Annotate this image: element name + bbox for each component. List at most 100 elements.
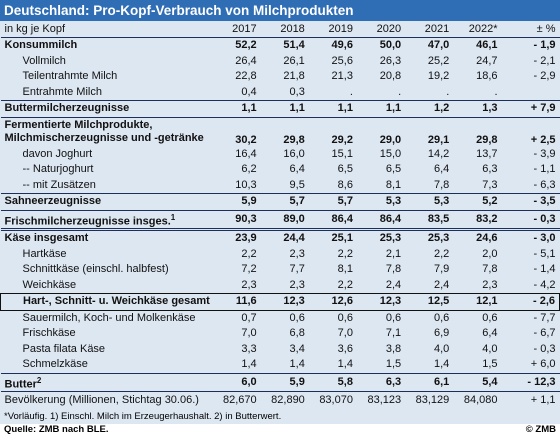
label-line: Milchmischerzeugnisse und -getränke [4,132,204,144]
value-cell: 26,3 [379,54,402,67]
row-label: Schmelzkäse [1,357,213,373]
row: Frischmilcherzeugnisse insges.1 90,3 89,0 8… [0,209,560,230]
value-cell: 2,3 [289,247,305,260]
value-cell: 7,0 [241,327,257,340]
value-cell: 23,9 [212,228,261,247]
footnote-ref: 2 [36,375,42,385]
row-label: Entrahmte Milch [1,85,213,101]
row-label: Vollmilch [1,54,213,70]
value-cell: 6,3 [356,372,406,392]
value-cell: 86,4 [308,209,357,230]
value-cell: 1,1 [212,100,261,117]
value-cell: 7,8 [482,263,498,276]
label-text: Frischkäse [22,327,76,340]
value-cell: 7,7 [289,263,305,276]
value-cell: 1,4 [241,358,257,371]
value-cell: 47,0 [427,39,450,52]
change-cell: - 3,5 [501,193,560,210]
value-cell: 2,4 [433,278,450,291]
change-cell: - 0,3 [501,209,560,230]
row-label: Schnittkäse (einschl. halbfest) [1,262,213,278]
row: Käse insgesamt 23,9 24,4 25,1 25,3 25,3 24,6- … [0,228,560,247]
value-cell: 82,890 [260,391,309,408]
value-cell: 26,1 [283,54,305,67]
label-text: Frischmilcherzeugnisse insges. [4,215,171,228]
value-cell: 1,3 [453,100,502,117]
value-cell: 2,1 [385,247,402,260]
value-cell: 46,1 [476,39,498,52]
value-cell: 16,0 [283,147,305,160]
value-cell: 8,1 [337,263,353,276]
change-cell: - 5,1 [533,247,556,260]
value-cell: 30,2 [212,116,261,147]
header-cell: 2020 [356,21,406,38]
header-row: in kg je Kopf 2017 2018 2019 2020 2021 2022* ± … [0,21,560,38]
label-text: Hartkäse [22,247,67,260]
value-cell: 24,6 [453,228,502,247]
value-cell: 13,7 [476,147,498,160]
change-cell: - 1,9 [533,39,556,52]
header-cell: in kg je Kopf [0,21,213,38]
row: -- Naturjoghurt 6,2 6,4 6,5 6,5 6,4 6,3 - 1,1 [1,162,560,178]
label-text: Teilentrahmte Milch [22,70,118,83]
label-line: Fermentierte Milchprodukte, [4,119,153,131]
value-cell: 7,2 [241,263,257,276]
row-label: -- Naturjoghurt [1,162,213,178]
value-cell: 21,3 [331,70,353,83]
value-cell: 7,8 [385,263,402,276]
label-text: Buttermilcherzeugnisse [4,102,130,115]
change-cell: - 7,7 [533,311,556,324]
label-text: Käse insgesamt [4,232,89,245]
header-cell: 2019 [308,21,357,38]
value-cell: 6,2 [241,163,257,176]
value-cell: 9,5 [289,178,305,191]
change-cell: - 2,6 [501,293,560,311]
header-cell: 2017 [212,21,261,38]
value-cell: 0,6 [385,311,402,324]
row-label: Frischkäse [1,326,213,342]
label-text: Konsummilch [4,39,78,52]
value-cell: 29,8 [260,116,309,147]
value-cell: 5,4 [453,372,502,392]
change-cell: - 0,3 [533,342,556,355]
row: Buttermilcherzeugnisse 1,1 1,1 1,1 1,1 1,2 1,3… [0,100,560,117]
row: Hartkäse 2,2 2,3 2,2 2,1 2,2 2,0 - 5,1 [1,247,560,263]
label-text: -- mit Zusätzen [22,178,96,191]
row: Pasta filata Käse 3,3 3,4 3,6 3,8 4,0 4,0 - 0,3 [1,342,560,358]
value-cell: 5,7 [260,193,309,210]
value-cell: 7,8 [433,178,450,191]
value-cell: 1,1 [308,100,357,117]
label-text: Entrahmte Milch [22,85,102,98]
value-cell: 6,9 [433,327,450,340]
header-cell: ± % [501,21,560,38]
copyright: © ZMB [525,423,556,435]
value-cell: 4,0 [433,342,450,355]
value-cell: 20,8 [379,70,402,83]
value-cell: 90,3 [212,209,261,230]
value-cell: 8,1 [385,178,402,191]
value-cell: . [398,85,402,98]
row-label: Sauermilch, Koch- und Molkenkäse [1,310,213,326]
label-text: Schmelzkäse [22,358,88,371]
value-cell: 5,9 [260,372,309,392]
row-label: Buttermilcherzeugnisse [0,100,213,117]
row-label: -- mit Zusätzen [1,178,213,194]
value-cell: 26,4 [235,54,257,67]
row: Teilentrahmte Milch 22,8 21,8 21,3 20,8 19,2 1… [1,69,560,85]
change-cell: - 6,3 [533,178,556,191]
value-cell: 22,8 [235,70,257,83]
value-cell: 2,2 [337,278,353,291]
row: davon Joghurt 16,4 16,0 15,1 15,0 14,2 13,7 - 3… [1,147,560,163]
value-cell: 6,3 [482,163,498,176]
label-text: Pasta filata Käse [22,342,106,355]
value-cell: 7,3 [482,178,498,191]
row-label: Frischmilcherzeugnisse insges.1 [0,209,213,230]
label-text: davon Joghurt [22,147,93,160]
value-cell: 6,4 [433,163,450,176]
value-cell: 5,9 [212,193,261,210]
value-cell: 1,1 [356,100,406,117]
value-cell: 2,2 [337,247,353,260]
value-cell: 5,3 [405,193,454,210]
row-label: Konsummilch [1,38,213,54]
value-cell: 2,3 [289,278,305,291]
